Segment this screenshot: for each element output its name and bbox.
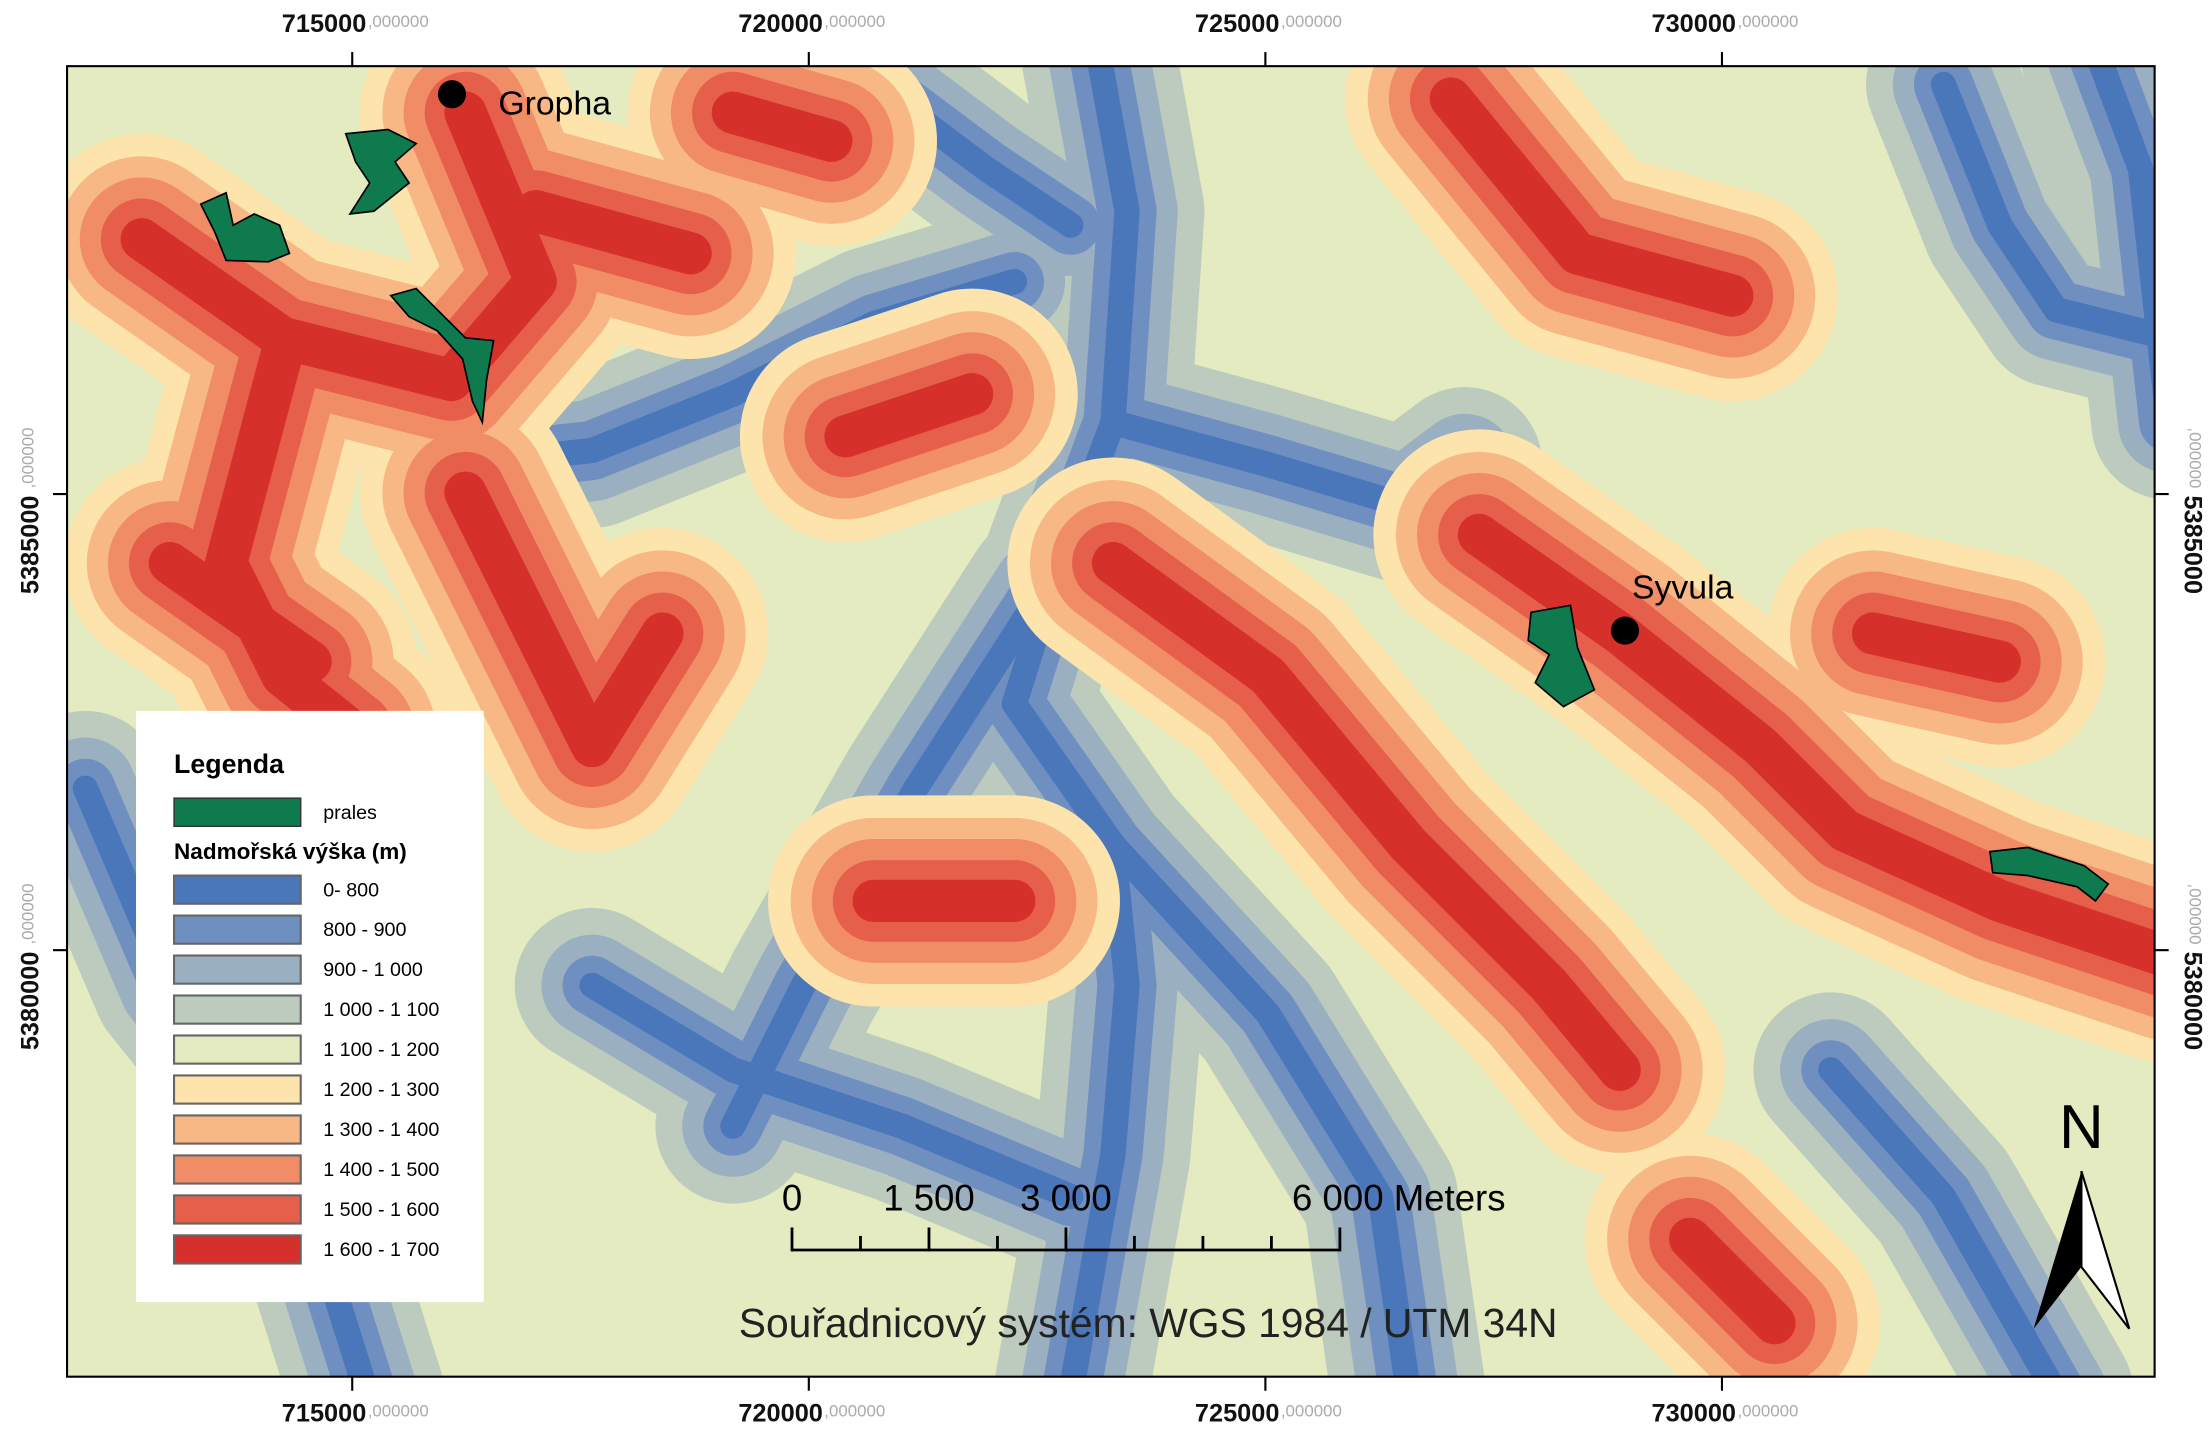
scale-label: 6 000 Meters: [1292, 1177, 1506, 1218]
x-tick-decimals: ,000000: [1281, 12, 1342, 31]
terrain-band: [2088, 66, 2155, 411]
legend-label: 1 600 - 1 700: [323, 1239, 439, 1261]
legend-label: prales: [323, 802, 377, 824]
legend-label: 800 - 900: [323, 919, 406, 941]
terrain-band: [1818, 1057, 2062, 1377]
place-label: Syvula: [1632, 569, 1734, 607]
north-arrow-left: [2033, 1171, 2082, 1329]
scale-label: 0: [782, 1177, 802, 1218]
y-tick-decimals: ,000000: [19, 884, 38, 945]
x-tick-decimals: ,000000: [368, 12, 429, 31]
legend-label: 1 200 - 1 300: [323, 1079, 439, 1101]
y-tick-label: 5380000: [2179, 952, 2207, 1051]
legend-label: 1 100 - 1 200: [323, 1039, 439, 1061]
terrain-band: [444, 471, 684, 768]
x-tick-decimals: ,000000: [1737, 1401, 1798, 1420]
forest-area: [344, 128, 418, 216]
x-tick-decimals: ,000000: [824, 12, 885, 31]
north-arrow-right: [2080, 1170, 2131, 1330]
legend-swatch: [172, 1194, 302, 1225]
legend-label: 0- 800: [323, 879, 379, 901]
legend-label: 1 300 - 1 400: [323, 1119, 439, 1141]
legend-swatch: [173, 797, 302, 828]
coordinate-system: Souřadnicový systém: WGS 1984 / UTM 34N: [739, 1300, 1558, 1346]
legend-swatch: [172, 1114, 302, 1145]
y-tick-label: 5385000: [17, 495, 45, 594]
legend-swatch: [172, 994, 302, 1025]
x-tick-label: 730000: [1652, 10, 1737, 38]
legend-swatch: [172, 954, 302, 985]
legend-label: 1 000 - 1 100: [323, 999, 439, 1021]
terrain-band: [1429, 77, 1754, 317]
terrain-band: [1930, 71, 2155, 348]
y-tick-decimals: ,000000: [19, 427, 38, 488]
legend-swatch: [172, 1074, 302, 1105]
legend-swatch: [172, 1154, 302, 1185]
legend-label: 900 - 1 000: [323, 959, 423, 981]
north-label: N: [2059, 1093, 2104, 1162]
coordinate-ticks: 715000,000000715000,000000720000,0000007…: [17, 10, 2207, 1427]
terrain-band: [1091, 541, 1641, 1091]
legend-label: 1 500 - 1 600: [323, 1199, 439, 1221]
scale-bar: 0 1 500 3 000 6 000 Meters: [782, 1177, 1506, 1252]
north-arrow: N: [2033, 1093, 2131, 1330]
x-tick-label: 725000: [1195, 10, 1280, 38]
legend-label: 1 400 - 1 500: [323, 1159, 439, 1181]
x-tick-label: 730000: [1652, 1399, 1737, 1427]
terrain-band: [120, 91, 557, 402]
scale-label: 1 500: [883, 1177, 975, 1218]
terrain-band: [824, 373, 994, 458]
terrain-band: [148, 541, 332, 683]
terrain-band: [579, 972, 1084, 1210]
legend-swatch: [172, 1034, 302, 1065]
y-tick-label: 5380000: [17, 952, 45, 1051]
x-tick-label: 720000: [738, 1399, 823, 1427]
forest-area: [389, 287, 495, 426]
forest-area: [1527, 604, 1596, 708]
x-tick-label: 725000: [1195, 1399, 1280, 1427]
forest-area: [1988, 846, 2110, 903]
legend-swatch: [172, 914, 302, 945]
legend: Legenda prales Nadmořská výška (m) 0- 80…: [136, 710, 484, 1303]
legend-subtitle: Nadmořská výška (m): [174, 839, 407, 864]
terrain-band: [1100, 831, 1419, 1377]
y-tick-decimals: ,000000: [2186, 427, 2205, 488]
x-tick-decimals: ,000000: [1737, 12, 1798, 31]
x-tick-decimals: ,000000: [824, 1401, 885, 1420]
place-point: [1610, 616, 1640, 645]
terrain-band: [1851, 612, 2021, 683]
place-label: Gropha: [498, 84, 611, 122]
legend-swatch: [172, 874, 302, 905]
terrain-band: [711, 91, 853, 162]
terrain-band: [1001, 66, 1140, 1377]
x-tick-decimals: ,000000: [368, 1401, 429, 1420]
scale-label: 3 000: [1020, 1177, 1112, 1218]
terrain-band: [1668, 1217, 1796, 1345]
forest-area: [199, 191, 291, 263]
x-tick-label: 715000: [282, 1399, 367, 1427]
overlay: Gropha Syvula: [437, 80, 1734, 645]
y-tick-decimals: ,000000: [2186, 884, 2205, 945]
y-tick-label: 5385000: [2179, 495, 2207, 594]
legend-title: Legenda: [174, 749, 285, 779]
terrain-band: [514, 190, 712, 275]
legend-swatch: [172, 1234, 302, 1265]
terrain-band: [1457, 513, 2155, 975]
map-frame: [65, 65, 2156, 1378]
x-tick-decimals: ,000000: [1281, 1401, 1342, 1420]
x-tick-label: 715000: [282, 10, 367, 38]
x-tick-label: 720000: [738, 10, 823, 38]
place-point: [437, 80, 467, 109]
